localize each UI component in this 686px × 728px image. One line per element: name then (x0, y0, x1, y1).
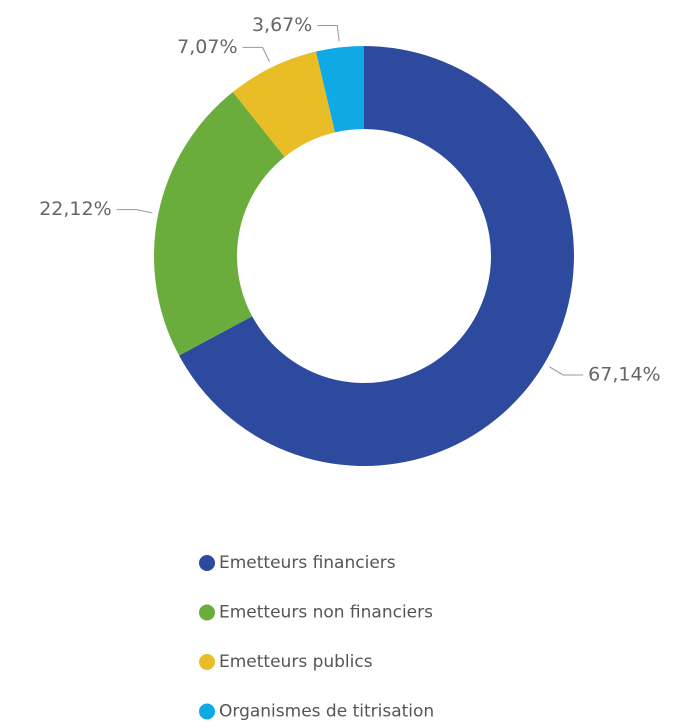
legend-marker (199, 604, 215, 621)
legend-marker (199, 654, 215, 670)
leader-line (317, 25, 340, 42)
legend-marker (199, 555, 215, 571)
value-label: 3,67% (252, 14, 312, 36)
value-label: 7,07% (177, 36, 237, 58)
value-label: 22,12% (39, 198, 111, 220)
legend-label: Organismes de titrisation (219, 702, 434, 722)
leader-line (242, 46, 270, 62)
leader-line (549, 366, 584, 376)
leader-line (116, 209, 153, 214)
slice (179, 46, 574, 467)
slice (232, 51, 335, 157)
value-label: 67,14% (588, 363, 660, 385)
legend-label: Emetteurs publics (219, 652, 373, 672)
slice (153, 92, 285, 356)
legend-label: Emetteurs financiers (219, 553, 396, 573)
legend-marker (199, 703, 215, 720)
legend-label: Emetteurs non financiers (219, 603, 433, 623)
slice (316, 46, 364, 133)
